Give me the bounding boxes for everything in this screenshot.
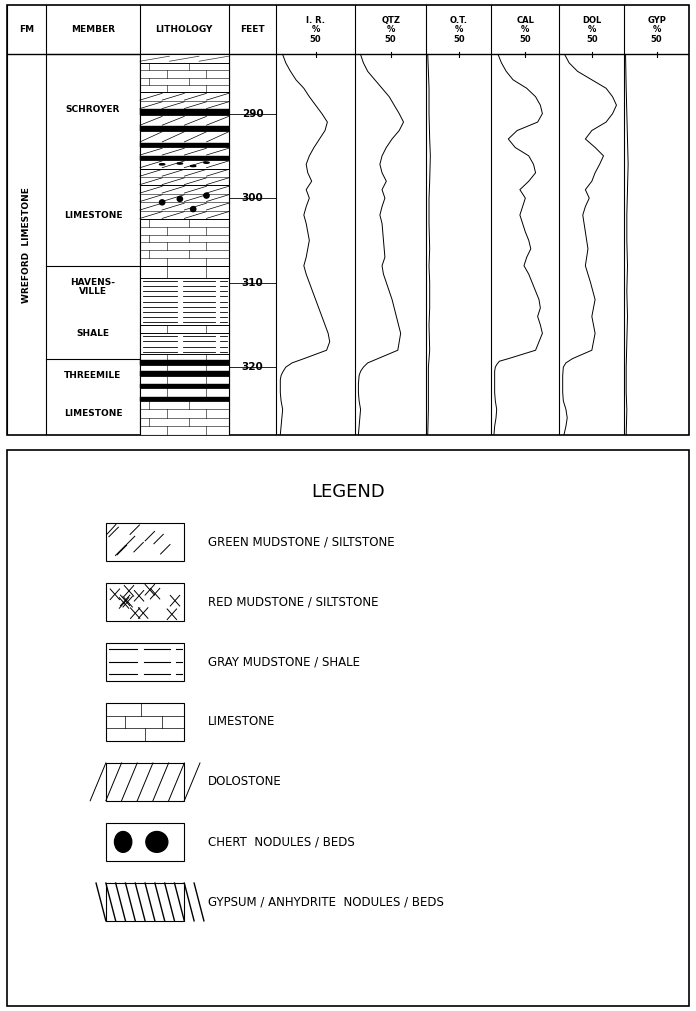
Bar	[140, 365, 228, 371]
Text: 320: 320	[242, 362, 263, 372]
Bar	[140, 130, 228, 144]
Bar	[140, 92, 228, 109]
Bar	[140, 144, 228, 148]
Text: DOLOSTONE: DOLOSTONE	[208, 775, 282, 789]
Text: MEMBER: MEMBER	[71, 25, 115, 34]
Bar	[140, 115, 228, 126]
Bar	[140, 148, 228, 156]
Bar	[140, 384, 228, 388]
Text: 290: 290	[242, 108, 263, 118]
Text: HAVENS-
VILLE: HAVENS- VILLE	[70, 277, 116, 296]
Text: DOL
%
50: DOL % 50	[583, 15, 601, 43]
Ellipse shape	[191, 206, 196, 211]
Bar	[140, 55, 228, 63]
Ellipse shape	[177, 196, 182, 201]
Bar	[140, 334, 228, 355]
Text: LEGEND: LEGEND	[311, 482, 385, 500]
Bar	[140, 375, 228, 384]
Bar	[140, 278, 228, 325]
Bar	[140, 109, 228, 115]
Text: LIMESTONE: LIMESTONE	[63, 210, 122, 219]
Bar	[140, 169, 228, 185]
Bar	[140, 401, 228, 435]
Text: RED MUDSTONE / SILTSTONE: RED MUDSTONE / SILTSTONE	[208, 595, 379, 609]
Text: GYPSUM / ANHYDRITE  NODULES / BEDS: GYPSUM / ANHYDRITE NODULES / BEDS	[208, 896, 444, 909]
Bar	[106, 643, 184, 680]
Bar	[140, 148, 228, 156]
Bar	[140, 130, 228, 144]
Bar	[140, 63, 228, 92]
Text: CHERT  NODULES / BEDS: CHERT NODULES / BEDS	[208, 835, 355, 848]
Bar	[140, 325, 228, 334]
Text: LIMESTONE: LIMESTONE	[208, 716, 276, 728]
Bar	[140, 371, 228, 375]
Bar	[140, 126, 228, 130]
Bar	[140, 360, 228, 365]
Text: FEET: FEET	[240, 25, 264, 34]
Bar	[140, 401, 228, 435]
Bar	[140, 355, 228, 360]
Ellipse shape	[146, 831, 168, 852]
Text: QTZ
%
50: QTZ % 50	[381, 15, 400, 43]
Ellipse shape	[177, 163, 182, 164]
Text: 310: 310	[242, 278, 263, 287]
Bar	[140, 63, 228, 92]
Ellipse shape	[204, 162, 209, 163]
Text: SCHROYER: SCHROYER	[65, 105, 120, 114]
Bar	[140, 185, 228, 219]
Bar	[106, 703, 184, 741]
Bar	[140, 169, 228, 185]
Bar	[140, 55, 228, 435]
Text: THREEMILE: THREEMILE	[64, 371, 122, 380]
Bar	[140, 388, 228, 396]
Bar	[140, 219, 228, 266]
Bar	[106, 823, 184, 860]
Ellipse shape	[159, 200, 165, 205]
Bar	[106, 883, 184, 921]
Text: CAL
%
50: CAL % 50	[516, 15, 535, 43]
Bar	[140, 219, 228, 266]
Ellipse shape	[204, 193, 209, 198]
Bar	[140, 388, 228, 396]
Bar	[140, 266, 228, 278]
Bar	[106, 582, 184, 621]
Text: LIMESTONE: LIMESTONE	[63, 409, 122, 419]
Text: FM: FM	[19, 25, 34, 34]
Bar	[140, 396, 228, 401]
Ellipse shape	[114, 831, 132, 852]
Bar	[140, 160, 228, 169]
Text: GREEN MUDSTONE / SILTSTONE: GREEN MUDSTONE / SILTSTONE	[208, 535, 395, 548]
Bar	[140, 266, 228, 278]
Text: 300: 300	[242, 193, 263, 203]
Bar	[140, 55, 228, 63]
Text: SHALE: SHALE	[77, 329, 109, 338]
Bar	[140, 375, 228, 384]
Text: GYP
%
50: GYP % 50	[647, 15, 666, 43]
Text: WREFORD  LIMESTONE: WREFORD LIMESTONE	[22, 187, 31, 302]
Bar	[140, 115, 228, 126]
Ellipse shape	[159, 164, 165, 165]
Bar	[106, 763, 184, 801]
Text: LITHOLOGY: LITHOLOGY	[156, 25, 213, 34]
Bar	[140, 334, 228, 355]
Bar	[140, 185, 228, 219]
Text: O.T.
%
50: O.T. % 50	[450, 15, 468, 43]
Bar	[140, 160, 228, 169]
Ellipse shape	[191, 166, 196, 167]
Text: GRAY MUDSTONE / SHALE: GRAY MUDSTONE / SHALE	[208, 655, 360, 668]
Bar	[140, 325, 228, 334]
Bar	[140, 278, 228, 325]
Text: I. R.
%
50: I. R. % 50	[306, 15, 325, 43]
Bar	[106, 523, 184, 560]
Bar	[140, 92, 228, 109]
Bar	[140, 156, 228, 160]
Bar	[140, 355, 228, 360]
Bar	[140, 365, 228, 371]
